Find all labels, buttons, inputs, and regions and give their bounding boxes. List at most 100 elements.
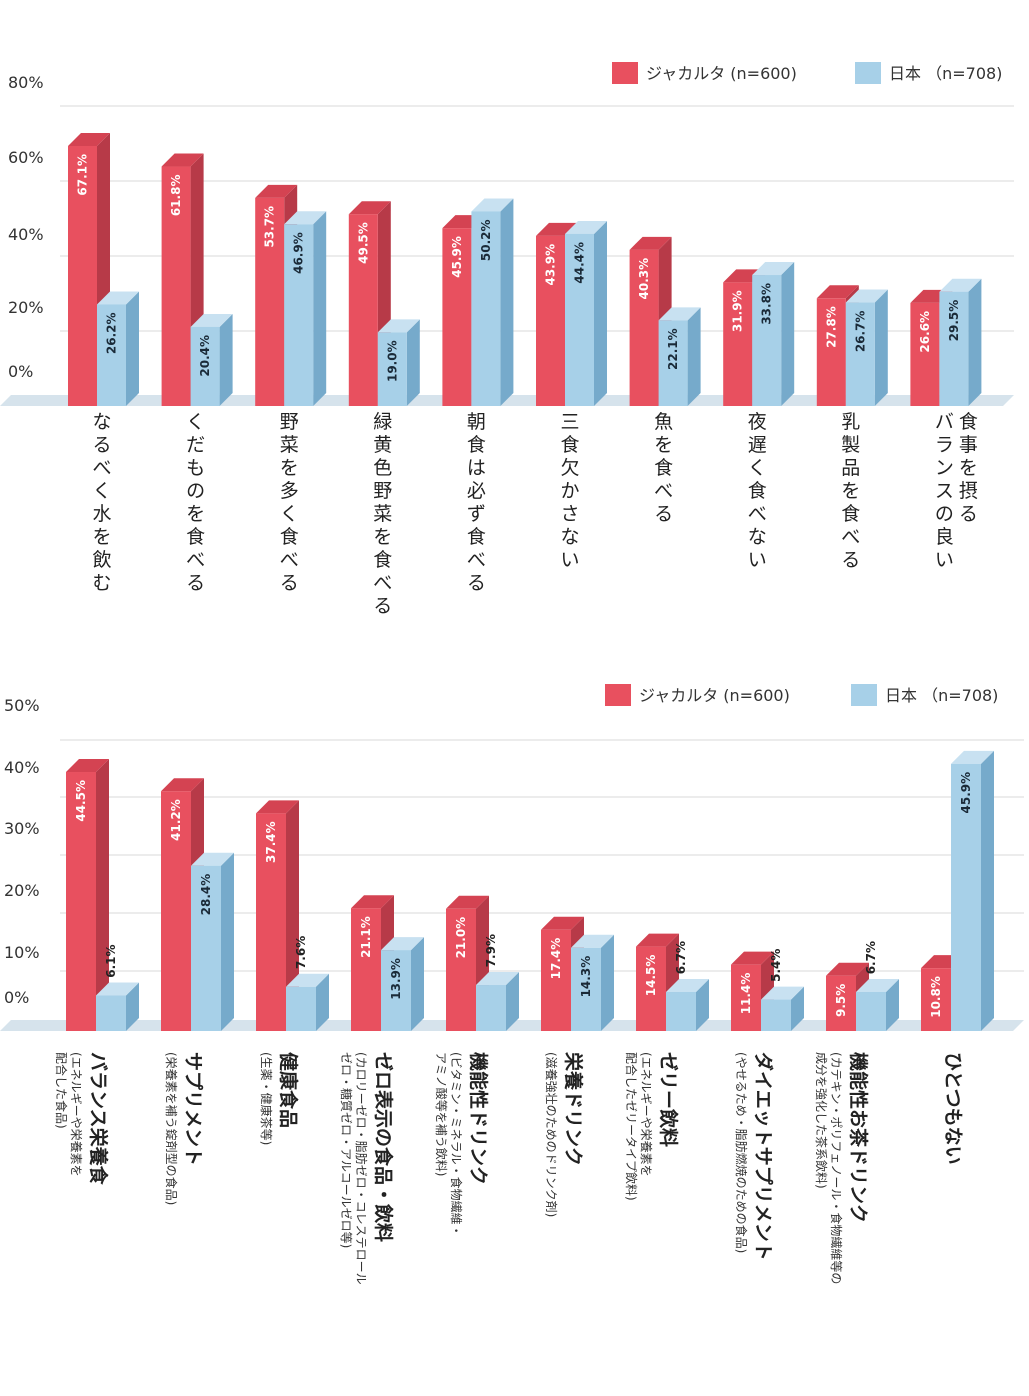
legend-label-jakarta: ジャカルタ (n=600) [646,64,797,83]
chart-healthy-habits: 0% 20% 40% 60% 80% ジャカルタ (n=600) 日本 （n=708) 67.… [0,62,1014,617]
data-label: 40.3% [637,258,651,300]
legend-swatch-jakarta [612,62,638,84]
category-label: 三食欠かさない [560,411,579,571]
category-sub-label: (カロリーゼロ・脂肪ゼロ・コレステロール [354,1052,369,1285]
data-label: 11.4% [739,973,753,1015]
data-label: 28.4% [199,874,213,916]
category-label: ゼロ表示の食品・飲料(カロリーゼロ・脂肪ゼロ・コレステロールゼロ・糖質ゼロ・アル… [339,1052,395,1285]
bar-japan [752,262,795,406]
data-label: 37.4% [264,821,278,863]
category-main-label: ひとつもない [942,1052,964,1165]
category-main-label: 機能性ドリンク [467,1052,490,1185]
data-label: 44.5% [74,780,88,822]
category-main-label: バランス栄養食 [87,1052,110,1186]
y-tick-label: 10% [4,943,40,962]
data-label: 19.0% [385,340,399,382]
y-tick-label: 50% [4,696,40,715]
category-label: ダイエットサプリメント(やせるため・脂肪燃焼のための食品) [734,1052,775,1261]
data-label: 53.7% [263,206,277,248]
legend-swatch-japan [855,62,881,84]
bar-japan [286,973,329,1031]
data-label: 27.8% [824,306,838,348]
y-tick-label: 40% [8,225,44,244]
legend-label-jakarta: ジャカルタ (n=600) [639,686,790,705]
bar-japan [939,278,982,406]
bar-japan [856,979,899,1031]
legend-label-japan: 日本 （n=708) [885,686,998,705]
data-label: 41.2% [169,799,183,841]
data-label: 43.9% [544,244,558,286]
bar-japan [96,982,139,1031]
category-sub-label: (エネルギーや栄養素を [639,1052,654,1177]
bar-japan [565,220,607,406]
bar-jakarta [66,759,109,1031]
category-label: 機能性ドリンク(ビタミン・ミネラル・食物繊維・アミノ酸等を補う飲料) [434,1052,490,1237]
category-sub-label: (やせるため・脂肪燃焼のための食品) [734,1052,749,1253]
category-sub-label: 成分を強化した茶系飲料) [814,1052,829,1189]
bar-japan [190,313,233,406]
category-label: 機能性お茶ドリンク(カテキン・ポリフェノール・食物繊維等の成分を強化した茶系飲料… [814,1052,870,1284]
category-label: 魚を食べる [654,411,673,525]
y-tick-label: 0% [4,988,29,1007]
category-label: サプリメント(栄養素を補う錠剤型の食品) [164,1052,205,1205]
bar-japan [666,979,709,1031]
data-label: 33.8% [760,283,774,325]
data-label: 22.1% [666,328,680,370]
data-label: 14.3% [579,956,593,998]
data-label: 14.5% [644,955,658,997]
category-sub-label: (滋養強壮のためのドリンク剤) [544,1052,559,1217]
data-label: 13.9% [389,958,403,1000]
bar-jakarta [256,800,299,1031]
category-label: 野菜を多く食べる [280,411,299,594]
bar-jakarta [68,132,110,407]
data-label: 45.9% [450,236,464,278]
category-sub-label: アミノ酸等を補う飲料) [434,1052,449,1176]
category-main-label: ゼリー飲料 [657,1052,680,1147]
category-label: 緑黄色野菜を食べる [373,411,392,617]
category-main-label: 栄養ドリンク [562,1051,585,1166]
data-label: 6.7% [674,941,688,974]
legend-swatch-jakarta [605,684,631,706]
data-label: 10.8% [929,976,943,1018]
data-label: 49.5% [356,222,370,264]
data-label: 45.9% [959,772,973,814]
data-label: 5.4% [769,949,783,982]
y-tick-label: 20% [8,298,44,317]
category-main-label: 健康食品 [277,1052,300,1128]
data-label: 50.2% [479,219,493,261]
category-sub-label: (エネルギーや栄養素を [69,1052,84,1177]
data-label: 46.9% [292,232,306,274]
category-label: 夜遅く食べない [748,411,767,571]
data-label: 20.4% [198,335,212,377]
category-label: 栄養ドリンク(滋養強壮のためのドリンク剤) [544,1051,585,1217]
data-label: 61.8% [169,175,183,217]
data-label: 26.6% [918,311,932,353]
category-label: 健康食品(生薬・健康茶等) [259,1052,300,1145]
category-main-label: 機能性お茶ドリンク [847,1052,870,1223]
y-tick-label: 40% [4,758,40,777]
data-label: 6.1% [104,944,118,977]
data-label: 7.6% [294,936,308,969]
legend-swatch-japan [851,684,877,706]
bar-japan [476,972,519,1031]
category-sub-label: ゼロ・糖質ゼロ・アルコールゼロ等) [339,1052,354,1248]
category-main-label: ダイエットサプリメント [752,1052,775,1261]
category-sub-label: (生薬・健康茶等) [259,1052,274,1145]
category-sub-label: 配合したゼリータイプ飲料) [624,1052,639,1201]
y-tick-label: 30% [4,819,40,838]
y-tick-label: 60% [8,148,44,167]
data-label: 44.4% [573,242,587,284]
y-tick-label: 80% [8,73,44,92]
bar-japan [97,291,139,406]
bar-japan [658,307,701,406]
category-label: 朝食は必ず食べる [467,411,486,594]
category-main-label: サプリメント [182,1052,205,1166]
data-label: 6.7% [864,941,878,974]
data-label: 9.5% [834,984,848,1017]
category-label: 乳製品を食べる [841,411,860,571]
data-label: 7.9% [484,934,498,967]
data-label: 26.2% [105,312,119,354]
bar-japan [191,852,234,1031]
